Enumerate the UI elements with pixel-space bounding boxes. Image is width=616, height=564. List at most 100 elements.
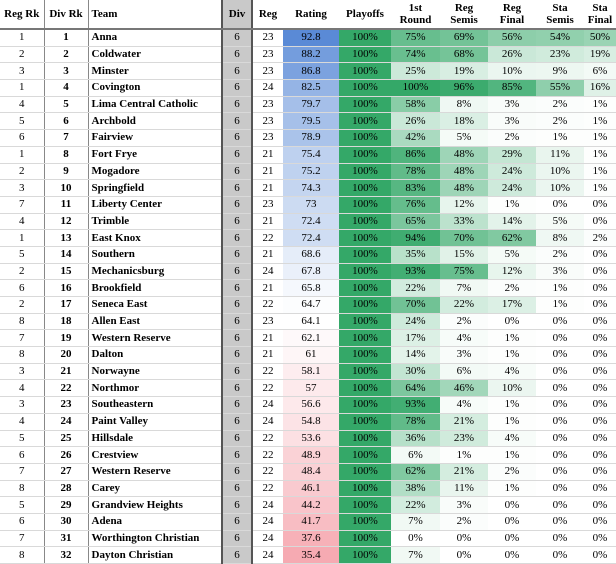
team-cell: Covington [88,79,222,97]
reg-final-cell: 1% [488,196,536,214]
reg-rank-cell: 4 [0,379,45,398]
sta-semis-cell: 2% [536,246,584,264]
rating-cell: 64.1 [283,313,339,331]
div-rank-cell: 23 [44,396,89,414]
reg-rank-cell: 5 [0,112,45,131]
team-row: 8 32 Dayton Christian 6 24 35.4 100% 7% 0% 0% 0% 0% [0,546,616,564]
reg-rank-cell: 3 [0,396,45,414]
reg-semis-cell: 2% [440,313,488,331]
first-round-cell: 22% [391,279,440,297]
rating-cell: 74.3 [283,179,339,197]
reg-semis-cell: 0% [440,546,488,564]
playoffs-cell: 100% [339,329,391,348]
division-cell: 6 [221,29,253,47]
first-round-cell: 7% [391,546,440,564]
region-cell: 21 [252,279,283,297]
playoffs-cell: 100% [339,229,391,247]
reg-final-cell: 3% [488,96,536,114]
reg-final-cell: 17% [488,296,536,314]
region-cell: 21 [252,213,283,231]
reg-rank-cell: 4 [0,96,45,114]
sta-final-cell: 0% [584,446,616,464]
playoffs-cell: 100% [339,546,391,564]
reg-final-cell: 62% [488,229,536,247]
reg-rank-cell: 5 [0,246,45,264]
rating-cell: 75.4 [283,146,339,164]
playoffs-cell: 100% [339,246,391,264]
reg-semis-cell: 12% [440,196,488,214]
team-cell: Anna [88,29,222,47]
rating-cell: 79.5 [283,112,339,131]
reg-final-cell: 10% [488,62,536,81]
playoffs-cell: 100% [339,379,391,398]
sta-final-cell: 1% [584,129,616,147]
div-rank-cell: 12 [44,213,89,231]
reg-semis-cell: 21% [440,463,488,481]
team-row: 1 8 Fort Frye 6 21 75.4 100% 86% 48% 29% 11% 1% [0,146,616,164]
team-row: 4 22 Northmor 6 22 57 100% 64% 46% 10% 0% 0% [0,379,616,398]
reg-rank-cell: 3 [0,179,45,197]
sta-final-cell: 1% [584,179,616,197]
playoffs-cell: 100% [339,496,391,514]
region-cell: 24 [252,513,283,531]
team-row: 5 6 Archbold 6 23 79.5 100% 26% 18% 3% 2% 1% [0,112,616,131]
header-row: Reg Rk Div Rk Team Div Reg Rating Playoffs 1st … [0,0,616,30]
reg-rank-cell: 6 [0,129,45,147]
division-cell: 6 [221,146,253,164]
reg-final-cell: 3% [488,112,536,131]
playoffs-cell: 100% [339,163,391,181]
sta-semis-cell: 0% [536,196,584,214]
sta-final-cell: 0% [584,296,616,314]
sta-semis-cell: 0% [536,546,584,564]
team-row: 6 7 Fairview 6 23 78.9 100% 42% 5% 2% 1% 1% [0,129,616,147]
playoffs-cell: 100% [339,363,391,381]
region-cell: 21 [252,346,283,364]
team-row: 7 11 Liberty Center 6 23 73 100% 76% 12% 1% 0% 0% [0,196,616,214]
reg-final-cell: 0% [488,530,536,548]
sta-final-cell: 50% [584,29,616,47]
region-cell: 21 [252,329,283,348]
reg-rank-cell: 6 [0,446,45,464]
reg-semis-cell: 15% [440,246,488,264]
sta-final-cell: 0% [584,513,616,531]
sta-final-cell: 0% [584,196,616,214]
region-cell: 23 [252,96,283,114]
first-round-cell: 65% [391,213,440,231]
playoffs-cell: 100% [339,296,391,314]
reg-rank-cell: 8 [0,546,45,564]
reg-semis-cell: 69% [440,29,488,47]
sta-final-cell: 6% [584,62,616,81]
reg-rank-cell: 6 [0,513,45,531]
reg-final-cell: 12% [488,263,536,281]
team-row: 3 23 Southeastern 6 24 56.6 100% 93% 4% 1% 0% 0% [0,396,616,414]
division-cell: 6 [221,279,253,297]
division-cell: 6 [221,480,253,498]
playoffs-cell: 100% [339,213,391,231]
div-rank-cell: 9 [44,163,89,181]
column-header: Div Rk [44,0,89,30]
region-cell: 22 [252,229,283,247]
region-cell: 24 [252,496,283,514]
team-row: 6 26 Crestview 6 22 48.9 100% 6% 1% 1% 0% 0% [0,446,616,464]
team-row: 4 5 Lima Central Catholic 6 23 79.7 100% 58% 8% 3… [0,96,616,114]
first-round-cell: 75% [391,29,440,47]
div-rank-cell: 20 [44,346,89,364]
first-round-cell: 62% [391,463,440,481]
region-cell: 21 [252,146,283,164]
rating-cell: 72.4 [283,213,339,231]
reg-semis-cell: 68% [440,46,488,64]
team-row: 4 12 Trimble 6 21 72.4 100% 65% 33% 14% 5% 0% [0,213,616,231]
reg-rank-cell: 4 [0,413,45,431]
first-round-cell: 78% [391,413,440,431]
playoffs-cell: 100% [339,29,391,47]
playoffs-cell: 100% [339,430,391,448]
reg-final-cell: 29% [488,146,536,164]
div-rank-cell: 7 [44,129,89,147]
region-cell: 22 [252,446,283,464]
division-cell: 6 [221,213,253,231]
rating-cell: 65.8 [283,279,339,297]
reg-semis-cell: 70% [440,229,488,247]
team-row: 3 3 Minster 6 23 86.8 100% 25% 19% 10% 9% 6% [0,62,616,81]
div-rank-cell: 18 [44,313,89,331]
